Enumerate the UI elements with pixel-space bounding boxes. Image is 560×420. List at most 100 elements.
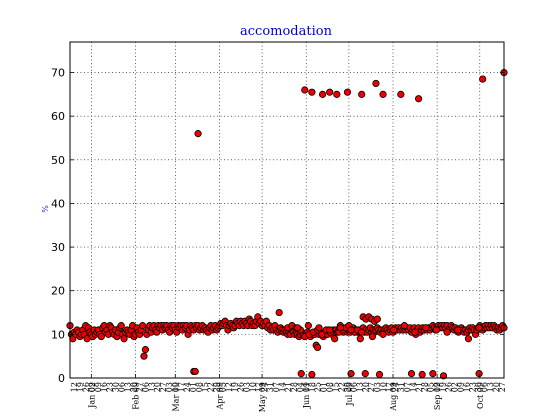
x-month-label: Jan 09 — [87, 382, 96, 409]
x-day-label: 19 — [76, 382, 85, 392]
data-point — [318, 330, 326, 338]
y-tick-label: 20 — [51, 285, 65, 298]
data-point — [315, 324, 323, 332]
chart-title: accomodation — [240, 24, 333, 39]
data-point — [475, 370, 483, 378]
y-tick-label: 40 — [51, 197, 65, 210]
x-day-label: 08 — [195, 382, 204, 392]
plot-frame — [69, 41, 505, 379]
data-point — [390, 326, 398, 334]
data-point — [138, 322, 147, 330]
x-month-label: May 09 — [258, 382, 267, 412]
x-day-label: 19 — [231, 382, 240, 392]
x-day-label: 21 — [284, 382, 293, 392]
x-day-label: 17 — [385, 382, 394, 392]
data-point — [454, 326, 462, 334]
x-day-label: 26 — [236, 382, 245, 392]
data-point — [358, 328, 366, 336]
x-month-label: Jun 09 — [302, 382, 311, 409]
data-point — [397, 90, 405, 98]
x-day-label: 06 — [141, 382, 150, 392]
y-tick-label: 0 — [58, 372, 65, 385]
data-point — [304, 322, 312, 330]
data-point — [333, 90, 341, 98]
x-day-label: 10 — [379, 382, 388, 392]
gridlines — [70, 42, 504, 378]
data-point — [120, 335, 128, 343]
x-day-label: 27 — [498, 382, 507, 392]
x-day-label: 07 — [403, 382, 412, 392]
data-point — [407, 370, 416, 378]
x-day-label: 30 — [474, 382, 483, 392]
data-point — [318, 90, 327, 98]
data-point — [140, 352, 148, 360]
data-point — [439, 372, 448, 380]
x-day-label: 29 — [343, 382, 352, 392]
data-point — [432, 326, 441, 334]
data-point — [301, 86, 309, 94]
x-day-label: 01 — [320, 382, 329, 392]
x-day-label: 23 — [106, 382, 115, 392]
x-day-label: 13 — [147, 382, 156, 392]
x-day-label: 17 — [254, 382, 263, 392]
data-point — [479, 75, 487, 83]
x-day-label: 31 — [266, 382, 275, 392]
x-day-label: 27 — [135, 382, 144, 392]
x-day-label: 27 — [159, 382, 168, 392]
x-month-label: Aug 09 — [389, 382, 398, 412]
data-point — [294, 324, 302, 332]
y-tick-label: 60 — [51, 110, 65, 123]
data-point — [358, 90, 366, 98]
data-point — [343, 88, 352, 96]
x-day-label: 05 — [219, 382, 228, 392]
x-month-label: Jul 09 — [345, 382, 354, 407]
x-day-label: 22 — [207, 382, 216, 392]
x-day-label: 05 — [427, 382, 436, 392]
x-day-label: 21 — [415, 382, 424, 392]
x-day-label: 06 — [118, 382, 127, 392]
x-day-label: 10 — [171, 382, 180, 392]
x-day-label: 24 — [260, 382, 269, 392]
x-day-label: 02 — [88, 382, 97, 392]
data-point — [372, 79, 380, 88]
data-point — [97, 332, 105, 341]
x-day-label: 11 — [302, 382, 311, 392]
x-day-label: 12 — [433, 382, 442, 392]
y-tick-label: 30 — [51, 241, 65, 254]
data-point — [375, 370, 384, 379]
x-day-label: 06 — [480, 382, 489, 392]
data-point — [326, 88, 334, 96]
x-day-label: 19 — [439, 382, 448, 392]
x-day-label: 13 — [355, 382, 364, 392]
x-day-label: 14 — [409, 382, 418, 392]
x-month-label: Sep 09 — [433, 382, 442, 410]
x-day-label: 13 — [486, 382, 495, 392]
y-axis-label: % — [41, 205, 50, 213]
x-day-label: 15 — [201, 382, 210, 392]
x-day-label: 27 — [367, 382, 376, 392]
data-point — [336, 324, 344, 332]
x-axis-ticks: Jan 09 Feb 09 Mar 09 Apr 09 May 09 Jun 09 Jul … — [70, 374, 507, 412]
data-point — [400, 322, 408, 330]
y-tick-label: 50 — [51, 154, 65, 167]
data-points — [66, 68, 508, 380]
x-day-label: 29 — [213, 382, 222, 392]
data-point — [379, 330, 387, 338]
data-point — [308, 370, 316, 379]
x-day-label: 03 — [242, 382, 251, 392]
data-point — [368, 332, 376, 341]
x-month-label: Mar 09 — [171, 382, 180, 412]
data-point — [297, 370, 305, 378]
x-day-label: 30 — [112, 382, 121, 392]
data-point — [443, 328, 451, 336]
x-day-label: 28 — [421, 382, 430, 392]
data-point — [275, 308, 283, 317]
x-day-label: 12 — [70, 382, 79, 392]
x-day-label: 20 — [129, 382, 138, 392]
x-day-label: 03 — [165, 382, 174, 392]
data-point — [326, 326, 334, 334]
x-day-label: 08 — [326, 382, 335, 392]
x-day-label: 03 — [373, 382, 382, 392]
x-day-label: 26 — [445, 382, 454, 392]
